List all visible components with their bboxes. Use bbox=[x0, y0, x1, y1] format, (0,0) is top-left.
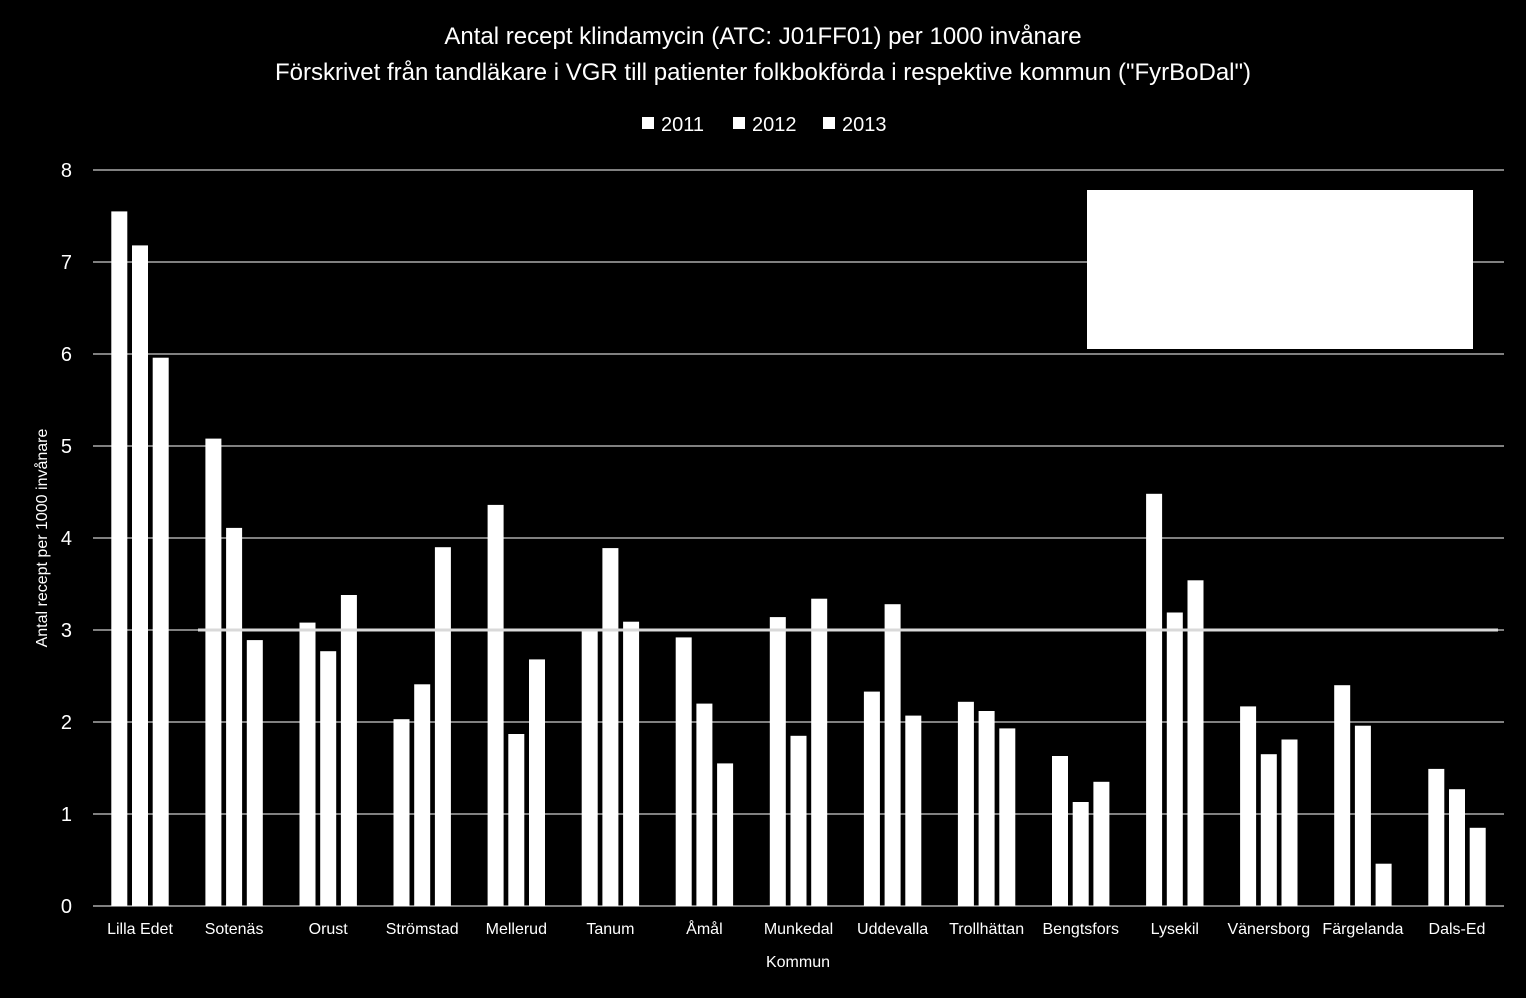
legend-label-2012: 2012 bbox=[752, 114, 797, 136]
bar-2011-5 bbox=[581, 630, 598, 906]
y-tick-label: 7 bbox=[61, 252, 72, 274]
chart-title: Antal recept klindamycin (ATC: J01FF01) … bbox=[444, 23, 1081, 50]
bar-2011-11 bbox=[1146, 493, 1163, 906]
y-tick-label: 1 bbox=[61, 804, 72, 826]
x-tick-label: Mellerud bbox=[486, 921, 547, 938]
x-axis-labels: Lilla Edet Sotenäs Orust Strömstad Mellerud T… bbox=[107, 919, 1485, 938]
x-tick-label: Vänersborg bbox=[1227, 921, 1310, 938]
bar-2013-11 bbox=[1187, 580, 1204, 906]
bar-2012-4 bbox=[508, 734, 525, 906]
bar-2013-3 bbox=[434, 547, 451, 906]
bar-2012-12 bbox=[1260, 754, 1277, 906]
bar-2013-1 bbox=[246, 640, 263, 906]
bar-2013-6 bbox=[717, 763, 734, 906]
bar-2011-2 bbox=[299, 622, 316, 906]
bar-2012-3 bbox=[414, 684, 431, 906]
bar-2013-10 bbox=[1093, 781, 1110, 906]
bar-2013-9 bbox=[999, 728, 1016, 906]
bar-2012-10 bbox=[1072, 802, 1089, 906]
bar-2012-13 bbox=[1354, 725, 1371, 906]
legend-label-2013: 2013 bbox=[842, 114, 887, 136]
bar-2013-2 bbox=[340, 595, 357, 906]
x-tick-label: Bengtsfors bbox=[1042, 921, 1118, 938]
y-tick-label: 4 bbox=[61, 528, 72, 550]
legend-swatch-2012 bbox=[733, 117, 745, 129]
x-tick-label: Uddevalla bbox=[857, 921, 928, 938]
y-axis-ticks: 0 1 2 3 4 5 6 7 8 bbox=[61, 160, 72, 918]
bar-2011-8 bbox=[863, 691, 880, 906]
x-tick-label: Lilla Edet bbox=[107, 921, 173, 938]
y-axis-title: Antal recept per 1000 invånare bbox=[33, 428, 51, 647]
legend-label-2011: 2011 bbox=[661, 114, 704, 136]
x-tick-label: Åmål bbox=[686, 919, 722, 938]
bar-2012-0 bbox=[132, 245, 148, 906]
legend-swatch-2011 bbox=[642, 117, 654, 129]
bar-2012-1 bbox=[226, 527, 243, 906]
bar-2013-7 bbox=[811, 598, 828, 906]
x-tick-label: Sotenäs bbox=[205, 921, 264, 938]
bar-2011-14 bbox=[1428, 768, 1445, 906]
bar-2011-0 bbox=[111, 211, 128, 906]
x-axis-title: Kommun bbox=[766, 954, 830, 971]
y-tick-label: 2 bbox=[61, 712, 72, 734]
chart-subtitle: Förskrivet från tandläkare i VGR till pa… bbox=[275, 59, 1251, 86]
y-tick-label: 5 bbox=[61, 436, 72, 458]
bar-2012-2 bbox=[320, 651, 337, 906]
bar-2013-12 bbox=[1281, 739, 1298, 906]
x-tick-label: Munkedal bbox=[764, 921, 833, 938]
legend: 2011 2012 2013 bbox=[642, 114, 887, 136]
bar-2011-1 bbox=[205, 438, 222, 906]
y-tick-label: 6 bbox=[61, 344, 72, 366]
bar-2012-6 bbox=[696, 703, 713, 906]
bar-2013-13 bbox=[1375, 863, 1392, 906]
bar-2012-5 bbox=[602, 548, 619, 906]
bar-2012-11 bbox=[1166, 612, 1183, 906]
bar-2011-6 bbox=[675, 637, 692, 906]
y-tick-label: 0 bbox=[61, 896, 72, 918]
annotation-box bbox=[1087, 190, 1473, 349]
bar-2012-14 bbox=[1449, 789, 1465, 906]
y-tick-label: 8 bbox=[61, 160, 72, 182]
x-tick-label: Lysekil bbox=[1151, 921, 1199, 938]
bar-2011-9 bbox=[957, 701, 974, 906]
bar-2011-12 bbox=[1240, 706, 1257, 906]
x-tick-label: Trollhättan bbox=[949, 921, 1024, 938]
x-tick-label: Orust bbox=[309, 921, 349, 938]
bar-2011-13 bbox=[1334, 685, 1351, 906]
bar-2011-7 bbox=[769, 617, 786, 906]
x-tick-label: Tanum bbox=[586, 921, 634, 938]
bar-2012-9 bbox=[978, 711, 995, 906]
x-tick-label: Dals-Ed bbox=[1429, 921, 1486, 938]
bar-2013-5 bbox=[623, 621, 640, 906]
bar-2012-8 bbox=[884, 604, 901, 906]
bar-2013-4 bbox=[529, 659, 545, 906]
bar-2012-7 bbox=[790, 735, 807, 906]
bar-2013-8 bbox=[905, 715, 922, 906]
bar-2013-14 bbox=[1469, 827, 1486, 906]
bar-2011-4 bbox=[487, 504, 504, 906]
bar-2013-0 bbox=[152, 357, 169, 906]
legend-swatch-2013 bbox=[823, 117, 835, 129]
x-tick-label: Färgelanda bbox=[1322, 921, 1403, 938]
bar-2011-10 bbox=[1052, 756, 1068, 906]
bar-2011-3 bbox=[393, 719, 410, 906]
x-tick-label: Strömstad bbox=[386, 921, 459, 938]
bars bbox=[111, 211, 1486, 906]
y-tick-label: 3 bbox=[61, 620, 72, 642]
